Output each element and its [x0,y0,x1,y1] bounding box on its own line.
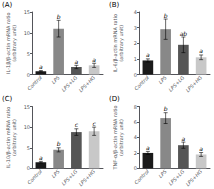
svg-text:6: 6 [134,119,137,125]
svg-text:a: a [146,144,150,151]
svg-text:8: 8 [134,104,137,110]
svg-text:b: b [164,105,168,112]
svg-text:(D): (D) [109,95,120,103]
svg-text:15: 15 [24,9,30,15]
svg-text:4: 4 [134,134,137,140]
svg-text:15: 15 [24,104,30,110]
svg-text:2: 2 [134,40,137,46]
svg-text:0: 0 [27,72,30,78]
svg-text:LPS+LG: LPS+LG [167,74,185,92]
svg-text:a: a [146,51,150,58]
svg-text:(arbitrary unit): (arbitrary unit) [118,25,125,62]
svg-text:(A): (A) [2,1,13,9]
svg-text:c: c [75,121,79,128]
svg-text:LPS: LPS [50,168,61,179]
svg-text:a: a [92,56,96,63]
svg-text:2: 2 [134,150,137,156]
svg-text:c: c [92,120,96,127]
svg-text:5: 5 [27,145,30,151]
svg-text:IL-6/β-actin mRNA ratio: IL-6/β-actin mRNA ratio [112,14,118,73]
svg-text:LPS: LPS [157,168,168,179]
svg-text:b: b [57,13,61,20]
svg-text:(B): (B) [109,1,120,9]
svg-text:LPS+LG: LPS+LG [60,168,78,186]
svg-text:IL-10/β-actin mRNA ratio: IL-10/β-actin mRNA ratio [5,106,11,169]
svg-text:a: a [182,135,186,142]
svg-text:ab: ab [180,30,188,37]
svg-text:b: b [57,140,61,147]
svg-text:TNF-α/β-actin mRNA ratio: TNF-α/β-actin mRNA ratio [112,105,118,170]
svg-text:LPS+LG: LPS+LG [167,168,185,186]
svg-text:a: a [199,47,203,54]
svg-text:LPS+LG: LPS+LG [60,74,78,92]
svg-text:b: b [164,12,168,19]
svg-text:10: 10 [24,124,30,130]
svg-text:10: 10 [24,30,30,36]
svg-text:0: 0 [134,72,137,78]
svg-text:0: 0 [134,165,137,171]
svg-text:LPS+HG: LPS+HG [184,74,203,93]
svg-text:Control: Control [133,168,150,185]
svg-text:(arbitrary unit): (arbitrary unit) [11,119,18,156]
svg-text:IL-1β/β-actin mRNA ratio: IL-1β/β-actin mRNA ratio [5,12,11,74]
svg-text:LPS+HG: LPS+HG [184,168,203,187]
svg-text:(arbitrary unit): (arbitrary unit) [118,119,125,156]
svg-text:4: 4 [134,9,137,15]
svg-text:LPS+HG: LPS+HG [77,168,96,187]
svg-text:5: 5 [27,51,30,57]
svg-text:LPS: LPS [50,74,61,85]
svg-text:0: 0 [27,165,30,171]
svg-text:1: 1 [134,56,137,62]
svg-text:(C): (C) [2,95,13,103]
svg-text:a: a [39,63,43,70]
svg-text:(arbitrary unit): (arbitrary unit) [11,25,18,62]
svg-text:LPS+HG: LPS+HG [77,74,96,93]
svg-text:LPS: LPS [157,74,168,85]
svg-text:a: a [39,154,43,161]
svg-text:Control: Control [133,74,150,91]
svg-text:Control: Control [26,74,43,91]
svg-text:a: a [199,145,203,152]
svg-text:a: a [75,58,79,65]
svg-text:Control: Control [26,168,43,185]
svg-text:3: 3 [134,25,137,31]
